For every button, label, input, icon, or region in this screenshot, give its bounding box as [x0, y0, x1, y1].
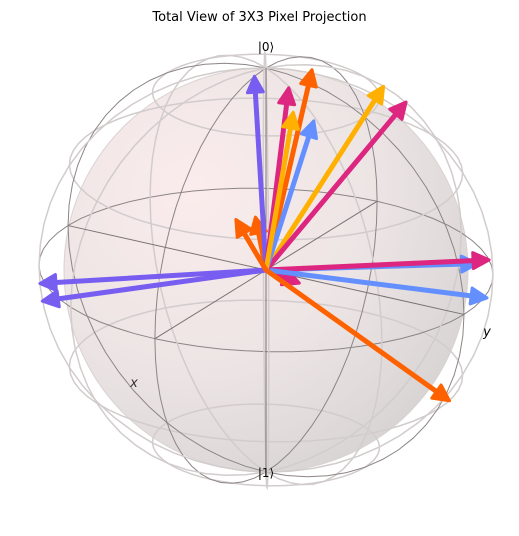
- chart-title: Total View of 3X3 Pixel Projection: [151, 10, 366, 25]
- vector-arrowhead: [42, 291, 59, 307]
- label-ket-one: |1⟩: [258, 466, 274, 480]
- label-x-axis: x: [129, 376, 138, 391]
- vector-arrowhead: [40, 275, 56, 291]
- vector-arrowhead: [473, 253, 489, 269]
- vector-arrowhead: [470, 288, 487, 304]
- label-ket-zero: |0⟩: [258, 40, 274, 54]
- label-y-axis: y: [482, 325, 491, 340]
